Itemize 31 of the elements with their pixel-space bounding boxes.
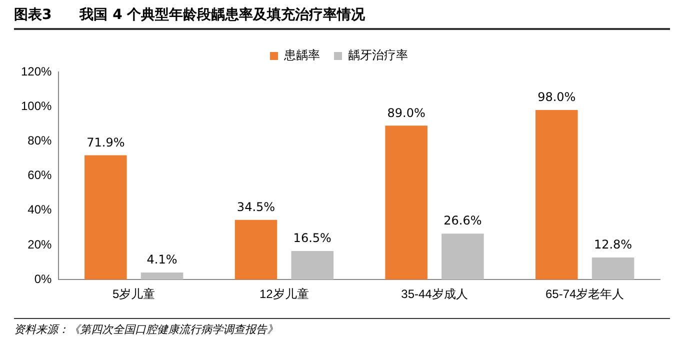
y-tick-label: 80% bbox=[28, 134, 52, 148]
data-label: 71.9% bbox=[86, 135, 125, 150]
text: 资料来源：《第四次全国口腔健康流行病学调查报告》 bbox=[14, 318, 670, 337]
bar bbox=[291, 251, 334, 280]
y-tick-label: 40% bbox=[28, 202, 52, 217]
chart-title: 图表3 我国 4 个典型年龄段龋患率及填充治疗率情况 bbox=[14, 6, 670, 30]
x-tick-label: 12岁儿童 bbox=[260, 287, 309, 302]
data-label: 26.6% bbox=[444, 214, 482, 228]
bar bbox=[234, 220, 278, 280]
legend-label: 患龋率 bbox=[283, 48, 320, 62]
bar bbox=[536, 110, 578, 280]
data-label: 98.0% bbox=[538, 90, 576, 104]
x-tick-label: 35-44岁成人 bbox=[401, 287, 468, 302]
y-tick-label: 100% bbox=[20, 98, 52, 113]
y-tick-label: 60% bbox=[28, 168, 52, 182]
data-label: 34.5% bbox=[236, 200, 276, 214]
data-label: 16.5% bbox=[293, 231, 332, 246]
bar bbox=[385, 126, 428, 280]
x-tick-label: 5岁儿童 bbox=[112, 287, 156, 302]
bar bbox=[84, 155, 127, 280]
y-tick-label: 20% bbox=[28, 237, 52, 252]
x-tick-label: 65-74岁老年人 bbox=[545, 287, 624, 302]
bar bbox=[140, 272, 184, 280]
y-tick-label: 0% bbox=[34, 272, 52, 286]
bar bbox=[442, 234, 484, 280]
bar bbox=[592, 257, 634, 280]
y-tick-label: 120% bbox=[20, 64, 52, 78]
data-label: 89.0% bbox=[387, 106, 426, 120]
legend-label: 龋牙治疗率 bbox=[348, 48, 408, 62]
data-label: 4.1% bbox=[146, 252, 178, 267]
data-label: 12.8% bbox=[594, 238, 632, 252]
